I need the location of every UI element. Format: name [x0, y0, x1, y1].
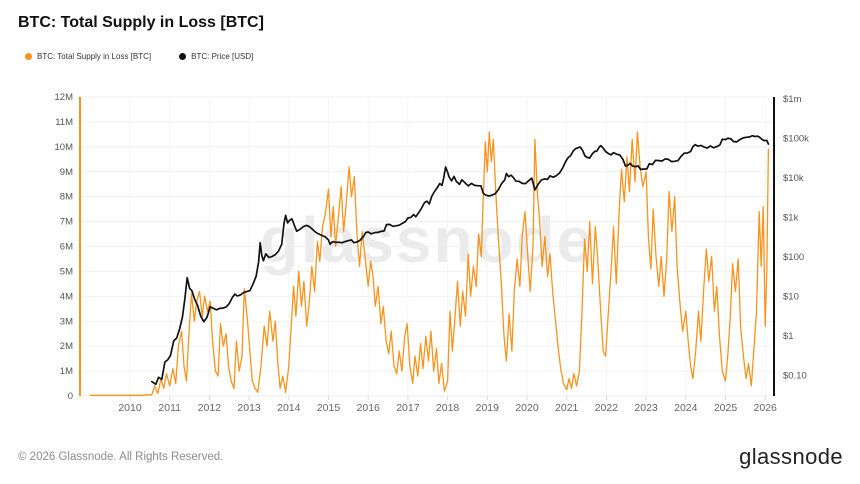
x-axis-tick-label: 2026	[754, 402, 778, 414]
right-axis-tick-label: $100k	[783, 134, 809, 145]
left-axis-tick-label: 4M	[60, 291, 73, 302]
x-axis-tick-label: 2014	[277, 402, 301, 414]
supply-in-loss-series	[89, 131, 770, 396]
right-axis-tick-label: $10k	[783, 173, 804, 184]
left-axis-tick-label: 5M	[60, 266, 73, 277]
legend-dot-orange-icon	[25, 53, 32, 60]
left-axis-tick-label: 6M	[60, 242, 73, 253]
x-axis-tick-label: 2013	[237, 402, 261, 414]
left-axis-tick-label: 2M	[60, 341, 73, 352]
x-axis-tick-label: 2022	[595, 402, 619, 414]
watermark-text: glassnode	[260, 204, 595, 276]
left-axis-tick-label: 3M	[60, 316, 73, 327]
left-axis-tick-label: 0	[68, 391, 73, 402]
legend-dot-black-icon	[179, 53, 187, 60]
legend-item-supply-in-loss[interactable]: BTC: Total Supply in Loss [BTC]	[25, 52, 151, 61]
right-axis-tick-label: $1	[783, 331, 794, 342]
x-axis-tick-label: 2019	[476, 402, 500, 414]
left-axis-tick-label: 7M	[60, 217, 73, 228]
left-axis-tick-label: 9M	[60, 167, 73, 178]
right-axis-tick-label: $0.10	[783, 371, 807, 382]
right-axis-tick-label: $1m	[783, 94, 802, 105]
x-axis-tick-label: 2015	[317, 402, 341, 414]
left-axis-tick-label: 10M	[55, 142, 74, 153]
right-axis-tick-label: $100	[783, 252, 804, 263]
left-axis-tick-label: 12M	[55, 92, 74, 103]
left-axis-tick-label: 11M	[55, 117, 73, 128]
x-axis-tick-label: 2010	[118, 402, 142, 414]
x-axis-tick-label: 2016	[357, 402, 381, 414]
x-axis-tick-label: 2024	[674, 402, 698, 414]
left-axis-tick-label: 1M	[60, 366, 73, 377]
price-series	[150, 134, 770, 386]
right-axis-tick-label: $1k	[783, 213, 799, 224]
right-axis-tick-label: $10	[783, 292, 799, 303]
page-title: BTC: Total Supply in Loss [BTC]	[18, 14, 264, 31]
x-axis-tick-label: 2023	[634, 402, 658, 414]
chart-legend: BTC: Total Supply in Loss [BTC] BTC: Pri…	[25, 52, 253, 61]
x-axis-tick-label: 2021	[555, 402, 579, 414]
legend-item-price[interactable]: BTC: Price [USD]	[179, 52, 253, 61]
x-axis-tick-label: 2017	[396, 402, 420, 414]
x-axis-tick-label: 2020	[515, 402, 539, 414]
left-axis-tick-label: 8M	[60, 192, 73, 203]
glassnode-logo: glassnode	[739, 444, 843, 469]
legend-label: BTC: Total Supply in Loss [BTC]	[37, 52, 152, 61]
x-axis-tick-label: 2025	[714, 402, 738, 414]
x-axis-tick-label: 2012	[198, 402, 222, 414]
legend-label: BTC: Price [USD]	[191, 52, 254, 61]
x-axis-tick-label: 2011	[158, 402, 181, 414]
x-axis-tick-label: 2018	[436, 402, 460, 414]
copyright-text: © 2026 Glassnode. All Rights Reserved.	[18, 451, 224, 463]
